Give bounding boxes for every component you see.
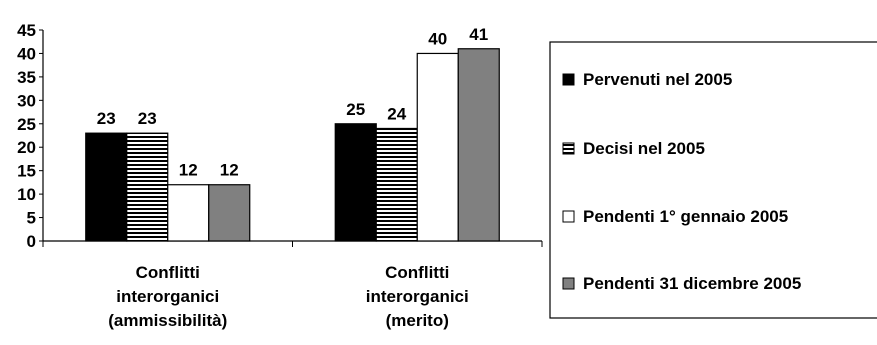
y-tick-label: 10	[17, 185, 36, 204]
plot-area: 0 5 10 15 20 25 30 35 40 45 23 23 12 12 Conflitti inter…	[17, 21, 543, 330]
data-label: 12	[220, 161, 239, 180]
bar	[126, 132, 169, 242]
y-tick-label: 30	[17, 91, 36, 110]
bar	[375, 127, 418, 242]
legend-swatch	[562, 73, 575, 86]
data-label: 25	[346, 100, 365, 119]
legend-label: Pendenti 31 dicembre 2005	[583, 274, 801, 293]
data-label: 24	[387, 104, 406, 123]
legend-label: Pendenti 1° gennaio 2005	[583, 207, 788, 226]
category-label: interorganici	[116, 287, 219, 306]
category-label: Conflitti	[385, 263, 449, 282]
bar	[416, 52, 459, 242]
data-label: 12	[179, 161, 198, 180]
legend: Pervenuti nel 2005 Decisi nel 2005 Pendent…	[549, 41, 877, 319]
bar	[208, 184, 251, 242]
y-tick-label: 20	[17, 138, 36, 157]
data-label: 23	[97, 109, 116, 128]
category-label: (merito)	[386, 311, 449, 330]
y-tick-label: 5	[27, 209, 36, 228]
y-tick-label: 25	[17, 115, 36, 134]
legend-swatch	[562, 142, 575, 155]
category-label: Conflitti	[136, 263, 200, 282]
category-label: interorganici	[366, 287, 469, 306]
category-label: (ammissibilità)	[108, 311, 227, 330]
data-label: 23	[138, 109, 157, 128]
y-tick-label: 45	[17, 21, 36, 40]
bar	[334, 123, 377, 242]
data-label: 41	[469, 25, 488, 44]
bar	[457, 48, 500, 242]
y-tick-label: 15	[17, 162, 36, 181]
legend-swatch	[562, 210, 575, 223]
legend-label: Pervenuti nel 2005	[583, 70, 732, 89]
y-tick-label: 35	[17, 68, 36, 87]
legend-box	[549, 41, 877, 319]
y-tick-label: 40	[17, 44, 36, 63]
bar	[85, 132, 128, 242]
legend-swatch	[562, 277, 575, 290]
data-label: 40	[428, 29, 447, 48]
legend-label: Decisi nel 2005	[583, 139, 705, 158]
y-tick-label: 0	[27, 232, 36, 251]
bar	[167, 184, 210, 242]
